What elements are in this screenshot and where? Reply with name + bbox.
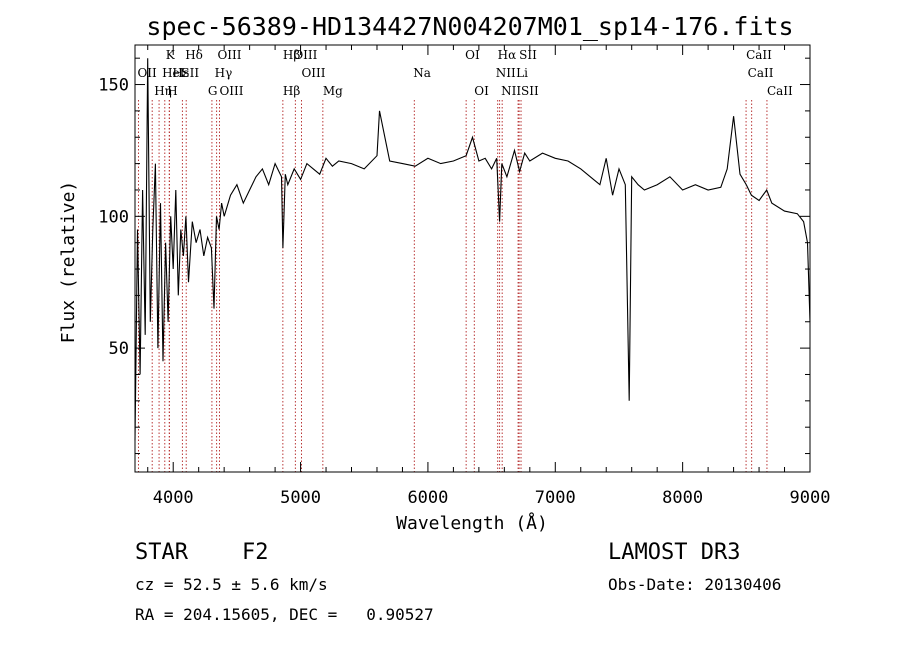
y-tick-label: 100 xyxy=(98,207,129,227)
line-marker-label: Hα xyxy=(498,48,517,62)
line-marker-label: CaII xyxy=(767,84,793,98)
line-marker-label: K xyxy=(166,48,176,62)
line-marker-label: CaII xyxy=(748,66,774,80)
line-marker-label: CaII xyxy=(746,48,772,62)
line-marker-label: NII xyxy=(496,66,516,80)
y-axis-label: Flux (relative) xyxy=(58,181,79,344)
line-marker-label: NII xyxy=(501,84,521,98)
ra-dec: RA = 204.15605, DEC = 0.90527 xyxy=(135,605,434,624)
line-marker-label: SII xyxy=(181,66,199,80)
line-marker-label: Na xyxy=(413,66,431,80)
x-tick-label: 5000 xyxy=(280,488,321,508)
plot-frame xyxy=(134,44,811,473)
line-marker-label: OIII xyxy=(301,66,325,80)
y-tick-label: 150 xyxy=(98,76,129,96)
line-marker-label: OIII xyxy=(219,84,243,98)
line-markers: HβOIIOIIIHεHηKHHδHeISIIOIIIHγGOIIIOIIIHβ… xyxy=(137,48,793,472)
line-marker-label: Li xyxy=(516,66,528,80)
line-marker-label: OI xyxy=(474,84,489,98)
line-marker-label: SII xyxy=(521,84,539,98)
line-marker-label: Hη xyxy=(154,84,172,98)
line-marker-label: Hβ xyxy=(283,48,300,62)
line-marker-label: Hε xyxy=(172,66,189,80)
line-marker-label: G xyxy=(208,84,218,98)
x-tick-label: 9000 xyxy=(790,488,831,508)
x-axis-ticks: 4000 5000 6000 7000 8000 9000 xyxy=(147,45,831,508)
obs-date: Obs-Date: 20130406 xyxy=(608,575,781,594)
chart-title: spec-56389-HD134427N004207M01_sp14-176.f… xyxy=(146,12,793,41)
x-tick-label: 6000 xyxy=(407,488,448,508)
x-axis-label: Wavelength (Å) xyxy=(396,512,548,534)
line-marker-label: Hβ xyxy=(283,84,300,98)
redshift-text: cz = 52.5 ± 5.6 km/s xyxy=(135,575,328,594)
object-class: STAR xyxy=(135,540,189,565)
line-marker-label: Mg xyxy=(323,84,343,98)
x-tick-label: 8000 xyxy=(662,488,703,508)
y-tick-label: 50 xyxy=(109,339,129,359)
line-marker-label: SII xyxy=(519,48,537,62)
survey-name: LAMOST DR3 xyxy=(608,540,740,565)
x-tick-label: 4000 xyxy=(153,488,194,508)
line-marker-label: H xyxy=(167,84,177,98)
object-subclass: F2 xyxy=(242,540,269,565)
line-marker-label: Hγ xyxy=(215,66,233,80)
line-marker-label: OIII xyxy=(293,48,317,62)
line-marker-label: OIII xyxy=(217,48,241,62)
line-marker-label: OI xyxy=(465,48,480,62)
line-marker-label: HeI xyxy=(162,66,185,80)
line-marker-label: Hδ xyxy=(185,48,203,62)
spectrum-line xyxy=(134,58,811,441)
x-tick-label: 7000 xyxy=(535,488,576,508)
y-axis-ticks: 50 100 150 xyxy=(98,57,810,455)
